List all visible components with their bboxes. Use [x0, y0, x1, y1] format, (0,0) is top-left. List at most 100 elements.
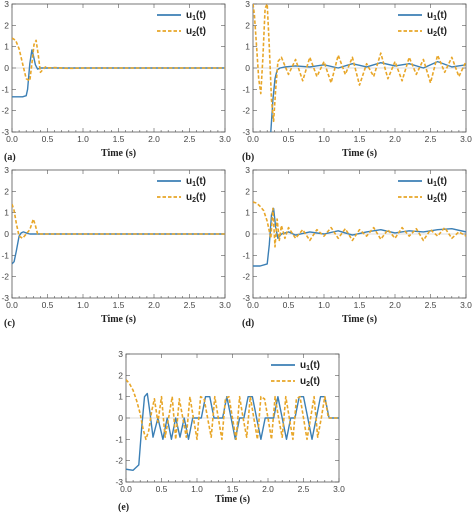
- y-tick-label: -2: [1, 272, 9, 282]
- legend-label-u1: u1(t): [427, 10, 447, 22]
- series-group: [126, 379, 339, 471]
- x-tick-label: 2.5: [298, 484, 310, 494]
- x-tick-label: 3.0: [219, 134, 231, 144]
- x-tick-label: 1.0: [318, 134, 330, 144]
- panel-3: 0.0 0.5 1.0 1.5 2.0 2.5 3.0 -3 -2 -1 0 1 2 3 u1(t) u2(t…: [1, 165, 231, 329]
- y-tick-label: 2: [118, 370, 123, 380]
- y-tick-label: 2: [245, 20, 250, 30]
- x-tick-label: 0.0: [6, 300, 18, 310]
- x-tick-label: 1.5: [227, 484, 239, 494]
- legend: u1(t) u2(t): [157, 10, 206, 38]
- x-tick-label: 2.0: [389, 134, 401, 144]
- x-tick-label: 3.0: [219, 300, 231, 310]
- y-tick-label: -1: [115, 434, 123, 444]
- y-tick-label: 0: [118, 413, 123, 423]
- panel-label: (c): [4, 318, 15, 329]
- x-tick-label: 3.0: [460, 300, 472, 310]
- x-tick-label: 1.5: [113, 134, 125, 144]
- x-tick-label: 2.0: [262, 484, 274, 494]
- x-tick-label: 0.5: [283, 134, 295, 144]
- y-tick-label: 0: [245, 63, 250, 73]
- panel-label: (b): [242, 152, 254, 163]
- legend-label-u1: u1(t): [300, 360, 320, 372]
- series-group: [12, 203, 225, 265]
- x-tick-label: 1.5: [113, 300, 125, 310]
- series-u2-line: [12, 37, 225, 82]
- panel-label: (d): [242, 318, 254, 329]
- y-tick-label: 3: [4, 0, 9, 9]
- y-tick-label: 2: [4, 186, 9, 196]
- legend-label-u1: u1(t): [186, 176, 206, 188]
- series-u2-line: [253, 201, 466, 248]
- panel-2: 0.0 0.5 1.0 1.5 2.0 2.5 3.0 -3 -2 -1 0 1 2 3 u1(t) u2(t…: [242, 0, 472, 163]
- series-group: [253, 4, 466, 132]
- y-tick-label: -3: [1, 293, 9, 303]
- legend: u1(t) u2(t): [398, 176, 447, 204]
- x-tick-label: 0.5: [42, 300, 54, 310]
- series-u2-line: [12, 203, 225, 240]
- series-group: [253, 201, 466, 267]
- x-tick-label: 0.0: [6, 134, 18, 144]
- x-tick-label: 2.5: [425, 134, 437, 144]
- x-tick-label: 3.0: [333, 484, 345, 494]
- y-tick-label: 0: [245, 229, 250, 239]
- x-tick-label: 0.5: [42, 134, 54, 144]
- x-tick-label: 2.0: [389, 300, 401, 310]
- y-tick-label: 1: [4, 208, 9, 218]
- legend: u1(t) u2(t): [157, 176, 206, 204]
- y-tick-label: 1: [245, 208, 250, 218]
- y-tick-label: 1: [4, 42, 9, 52]
- series-u1-line: [126, 392, 339, 471]
- x-tick-label: 3.0: [460, 134, 472, 144]
- x-tick-label: 2.0: [148, 134, 160, 144]
- x-tick-label: 1.0: [77, 134, 89, 144]
- y-tick-label: 3: [245, 165, 250, 175]
- y-tick-label: 2: [4, 20, 9, 30]
- x-tick-label: 1.0: [77, 300, 89, 310]
- legend-label-u1: u1(t): [427, 176, 447, 188]
- x-axis-title: Time (s): [215, 494, 250, 505]
- panel-5: 0.0 0.5 1.0 1.5 2.0 2.5 3.0 -3 -2 -1 0 1 2 3 u1(t) u2(t…: [115, 349, 345, 512]
- legend-label-u2: u2(t): [300, 376, 320, 388]
- x-tick-label: 1.5: [354, 134, 366, 144]
- legend-label-u2: u2(t): [186, 192, 206, 204]
- y-tick-label: 1: [118, 392, 123, 402]
- x-tick-label: 0.0: [120, 484, 132, 494]
- y-tick-label: -3: [242, 293, 250, 303]
- x-axis-title: Time (s): [101, 148, 136, 159]
- y-tick-label: 3: [245, 0, 250, 9]
- x-tick-label: 0.0: [247, 134, 259, 144]
- legend-label-u2: u2(t): [427, 192, 447, 204]
- x-tick-label: 0.5: [283, 300, 295, 310]
- y-tick-label: -2: [242, 272, 250, 282]
- panel-1: 0.0 0.5 1.0 1.5 2.0 2.5 3.0 -3 -2 -1 0 1 2 3 u1(t) u2(t…: [1, 0, 231, 163]
- y-tick-label: -1: [242, 84, 250, 94]
- series-u1-line: [12, 49, 225, 98]
- x-tick-label: 2.5: [184, 134, 196, 144]
- x-axis-title: Time (s): [101, 314, 136, 325]
- panel-label: (e): [118, 502, 129, 512]
- series-u1-line: [12, 231, 225, 265]
- x-tick-label: 1.5: [354, 300, 366, 310]
- series-group: [12, 37, 225, 98]
- y-tick-label: 0: [4, 63, 9, 73]
- y-tick-label: -1: [1, 250, 9, 260]
- x-axis-title: Time (s): [342, 314, 377, 325]
- panel-4: 0.0 0.5 1.0 1.5 2.0 2.5 3.0 -3 -2 -1 0 1 2 3 u1(t) u2(t…: [242, 165, 472, 329]
- legend-label-u2: u2(t): [186, 26, 206, 38]
- legend-label-u2: u2(t): [427, 26, 447, 38]
- x-tick-label: 0.0: [247, 300, 259, 310]
- x-tick-label: 1.0: [191, 484, 203, 494]
- y-tick-label: -2: [115, 456, 123, 466]
- y-tick-label: -3: [115, 477, 123, 487]
- x-tick-label: 1.0: [318, 300, 330, 310]
- y-tick-label: 3: [118, 349, 123, 359]
- y-tick-label: -2: [242, 106, 250, 116]
- y-tick-label: 2: [245, 186, 250, 196]
- y-tick-label: -2: [1, 106, 9, 116]
- x-tick-label: 2.5: [184, 300, 196, 310]
- y-tick-label: 1: [245, 42, 250, 52]
- y-tick-label: -1: [1, 84, 9, 94]
- x-tick-label: 2.5: [425, 300, 437, 310]
